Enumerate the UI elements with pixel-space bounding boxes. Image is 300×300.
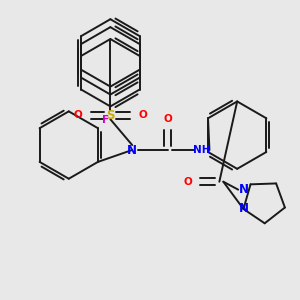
Text: O: O <box>138 110 147 120</box>
Text: O: O <box>164 114 172 124</box>
Text: F: F <box>102 115 109 125</box>
Text: O: O <box>184 177 193 187</box>
Text: N: N <box>238 202 248 215</box>
Text: O: O <box>74 110 82 120</box>
Text: N: N <box>127 143 137 157</box>
Text: S: S <box>106 109 115 122</box>
Text: N: N <box>239 183 249 196</box>
Text: NH: NH <box>193 145 210 155</box>
